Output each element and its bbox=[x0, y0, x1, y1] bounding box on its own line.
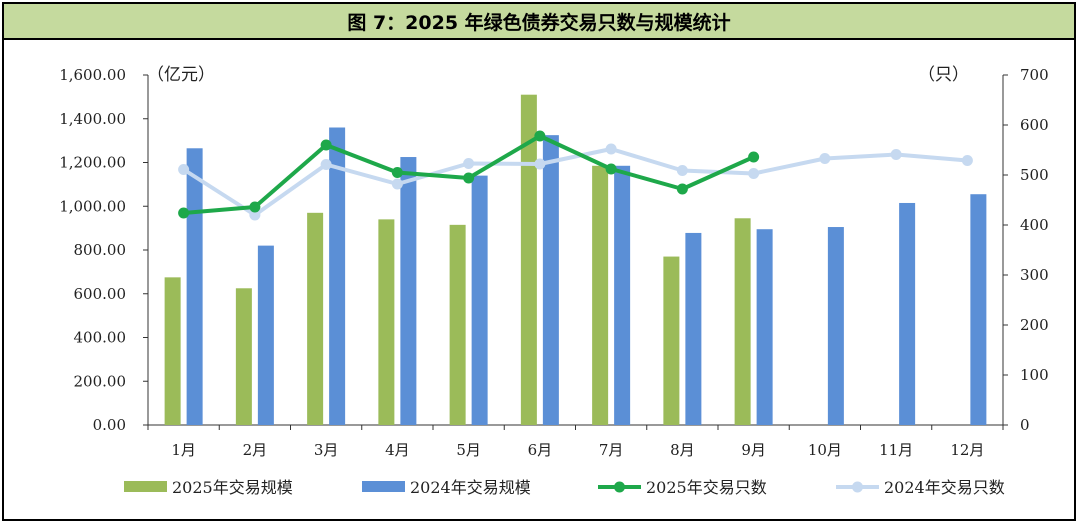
bar-2024-volume bbox=[614, 165, 631, 425]
x-tick-label: 2月 bbox=[243, 441, 268, 459]
x-tick-label: 10月 bbox=[808, 441, 842, 459]
left-tick-label: 1,200.00 bbox=[59, 154, 126, 172]
left-tick-label: 800.00 bbox=[74, 241, 127, 259]
point-2025-count bbox=[676, 183, 688, 195]
x-tick-label: 11月 bbox=[879, 441, 913, 459]
left-tick-label: 1,400.00 bbox=[59, 110, 126, 128]
point-2024-count bbox=[249, 209, 261, 221]
legend: 2025年交易规模 2024年交易规模 2025年交易只数 2024年交易只数 bbox=[124, 478, 1005, 497]
lines-layer bbox=[178, 130, 973, 221]
legend-label: 2024年交易只数 bbox=[884, 478, 1005, 497]
point-2025-count bbox=[463, 172, 475, 184]
chart-title: 图 7：2025 年绿色债券交易只数与规模统计 bbox=[347, 11, 731, 34]
point-2025-count bbox=[178, 207, 190, 219]
point-2024-count bbox=[605, 143, 617, 155]
legend-label: 2025年交易只数 bbox=[646, 478, 767, 497]
left-tick-label: 400.00 bbox=[74, 329, 127, 347]
bar-2024-volume bbox=[186, 148, 203, 425]
bars-layer bbox=[164, 94, 987, 425]
right-tick-label: 0 bbox=[1020, 416, 1030, 434]
title-bar: 图 7：2025 年绿色债券交易只数与规模统计 bbox=[4, 4, 1074, 40]
bar-2024-volume bbox=[257, 245, 274, 425]
bar-2025-volume bbox=[449, 224, 466, 425]
point-2024-count bbox=[463, 158, 475, 169]
bar-2024-volume bbox=[542, 135, 559, 425]
point-2024-count bbox=[391, 178, 403, 190]
x-tick-label: 8月 bbox=[670, 441, 695, 459]
bar-2025-volume bbox=[235, 288, 252, 425]
bar-2024-volume bbox=[827, 227, 844, 425]
bar-2025-volume bbox=[520, 94, 537, 425]
bar-2025-volume bbox=[734, 218, 751, 425]
left-tick-label: 1,000.00 bbox=[59, 197, 126, 215]
bar-2025-volume bbox=[164, 277, 181, 425]
point-2024-count bbox=[534, 158, 546, 170]
x-tick-label: 7月 bbox=[599, 441, 624, 459]
point-2024-count bbox=[819, 153, 831, 164]
bar-2025-volume bbox=[378, 219, 395, 425]
legend-marker bbox=[614, 481, 625, 493]
point-2025-count bbox=[249, 201, 261, 213]
bar-2024-volume bbox=[970, 194, 987, 425]
point-2025-count bbox=[748, 151, 760, 163]
legend-label: 2024年交易规模 bbox=[410, 478, 531, 497]
right-tick-label: 100 bbox=[1020, 366, 1049, 384]
bar-2024-volume bbox=[685, 232, 702, 425]
x-tick-label: 12月 bbox=[950, 441, 984, 459]
left-tick-label: 200.00 bbox=[74, 372, 127, 390]
left-tick-label: 600.00 bbox=[74, 285, 127, 303]
left-axis-unit: （亿元） bbox=[147, 65, 215, 85]
legend-swatch bbox=[362, 481, 405, 492]
right-tick-label: 700 bbox=[1020, 66, 1049, 84]
point-2024-count bbox=[748, 168, 760, 179]
bar-2024-volume bbox=[471, 175, 488, 425]
point-2025-count bbox=[391, 167, 403, 178]
left-tick-label: 0.00 bbox=[93, 416, 126, 434]
axes-layer: 0.00 200.00 400.00 600.00 800.00 1,000.00 1,20… bbox=[59, 66, 1048, 459]
bar-2025-volume bbox=[592, 165, 609, 425]
point-2025-count bbox=[320, 139, 332, 151]
right-tick-label: 200 bbox=[1020, 316, 1049, 334]
legend-marker bbox=[852, 481, 863, 493]
x-tick-label: 3月 bbox=[314, 441, 339, 459]
bar-2025-volume bbox=[307, 212, 324, 425]
point-2025-count bbox=[534, 130, 546, 142]
left-tick-label: 1,600.00 bbox=[59, 66, 126, 84]
bar-2024-volume bbox=[756, 229, 773, 425]
point-2024-count bbox=[320, 159, 332, 170]
bar-2024-volume bbox=[329, 127, 346, 425]
right-tick-label: 300 bbox=[1020, 266, 1049, 284]
right-tick-label: 500 bbox=[1020, 166, 1049, 184]
right-tick-label: 600 bbox=[1020, 116, 1049, 134]
legend-label: 2025年交易规模 bbox=[172, 478, 293, 497]
point-2024-count bbox=[676, 165, 688, 176]
right-tick-label: 400 bbox=[1020, 216, 1049, 234]
bar-2025-volume bbox=[663, 256, 680, 425]
point-2024-count bbox=[890, 149, 902, 160]
point-2025-count bbox=[605, 163, 617, 175]
bar-2024-volume bbox=[899, 202, 916, 425]
point-2024-count bbox=[961, 155, 973, 166]
x-tick-label: 5月 bbox=[456, 441, 481, 459]
x-tick-label: 9月 bbox=[741, 441, 766, 459]
line-2024-count bbox=[182, 147, 968, 217]
x-tick-label: 6月 bbox=[528, 441, 553, 459]
legend-swatch bbox=[124, 481, 167, 492]
point-2024-count bbox=[178, 164, 190, 175]
right-axis-unit: （只） bbox=[918, 65, 969, 85]
x-tick-label: 4月 bbox=[385, 441, 410, 459]
x-tick-label: 1月 bbox=[171, 441, 196, 459]
bar-2024-volume bbox=[400, 157, 417, 425]
